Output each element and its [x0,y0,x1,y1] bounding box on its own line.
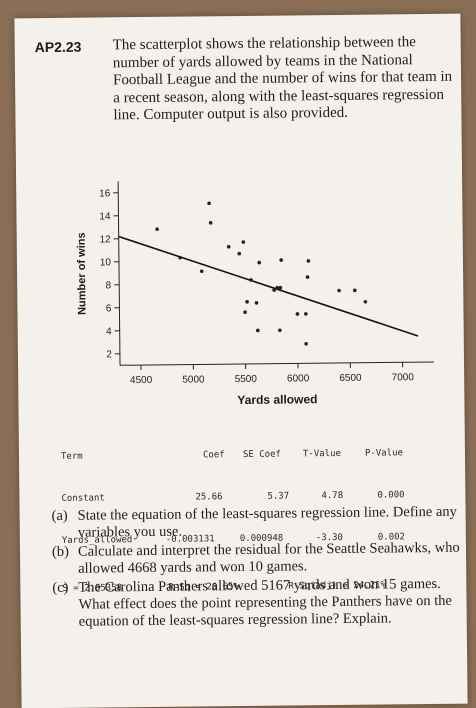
data-point [255,301,259,305]
data-point [337,289,341,293]
question-label: (a) [52,508,68,525]
problem-label: AP2.23 [35,39,82,55]
x-tick-label: 5500 [235,374,258,385]
data-point [209,221,213,225]
textbook-page: AP2.23 The scatterplot shows the relatio… [14,14,467,708]
y-tick-label: 8 [106,280,112,291]
question-label: (c) [52,580,68,597]
data-point [304,342,308,346]
data-point [227,245,231,249]
question-a: (a) State the equation of the least-squa… [52,504,462,542]
row-coef: 25.66 [195,490,222,504]
row-se: 5.37 [267,490,289,504]
data-point [256,329,260,333]
data-point [241,240,245,244]
questions: (a) State the equation of the least-squa… [52,504,463,633]
data-point [306,275,310,279]
row-term: Constant [61,491,105,505]
row-p: 0.000 [377,488,404,502]
data-point [257,261,261,265]
y-tick-label: 10 [100,257,112,268]
data-point [155,227,159,231]
y-tick-label: 12 [100,234,112,245]
scatterplot-svg: 2 4 6 8 10 12 14 16 4500 5000 5500 6000 6500 7000 Yard… [40,172,442,412]
y-tick-label: 16 [99,188,111,199]
row-t: 4.78 [321,489,343,503]
x-tick-label: 7000 [392,372,415,383]
data-point [279,286,283,290]
header-t-value: T-Value [303,447,341,461]
y-tick-label: 2 [106,349,112,360]
x-tick-label: 5000 [182,374,205,385]
problem-header: AP2.23 The scatterplot shows the relatio… [35,34,455,38]
question-label: (b) [52,544,69,561]
x-tick-label: 4500 [130,375,153,386]
scatterplot: 2 4 6 8 10 12 14 16 4500 5000 5500 6000 6500 7000 Yard… [40,172,443,417]
data-point [364,300,368,304]
data-point [243,310,247,314]
y-axis-title: Number of wins [76,232,89,315]
header-coef: Coef [203,448,225,462]
data-point [237,252,241,256]
data-point [296,312,300,316]
data-point [207,202,211,206]
data-point [278,328,282,332]
y-tick-label: 6 [106,303,112,314]
header-se-coef: SE Coef [243,448,281,462]
data-point [304,312,308,316]
problem-stem: The scatterplot shows the relationship b… [113,34,456,125]
x-axis-line [120,362,434,365]
regression-line [119,233,418,339]
y-axis-line [118,181,120,365]
question-text: Calculate and interpret the residual for… [78,540,460,577]
y-tick-label: 4 [106,326,112,337]
x-axis-title: Yards allowed [237,392,317,407]
header-term: Term [61,450,83,464]
question-b: (b) Calculate and interpret the residual… [52,540,462,578]
question-c: (c) The Carolina Panthers allowed 5167 y… [52,576,463,631]
data-point [353,289,357,293]
header-p-value: P-Value [365,446,403,460]
question-text: State the equation of the least-squares … [78,504,457,541]
x-tick-label: 6000 [287,373,310,384]
data-point [200,269,204,273]
data-point [245,300,249,304]
question-text: The Carolina Panthers allowed 5167 yards… [78,576,452,630]
output-header-row: Term Coef SE Coef T-Value P-Value [61,446,457,464]
x-tick-label: 6500 [339,373,362,384]
data-point [307,259,311,263]
data-point [279,258,283,262]
output-row-constant: Constant 25.66 5.37 4.78 0.000 [61,488,457,506]
y-tick-label: 14 [99,211,111,222]
